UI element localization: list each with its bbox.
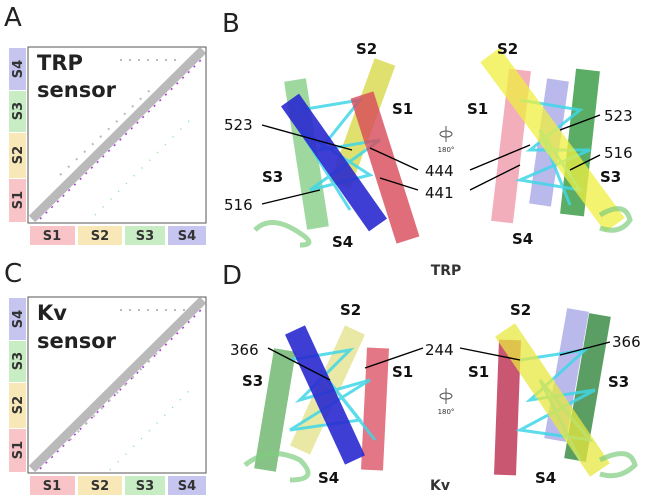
panel-label: A bbox=[4, 3, 22, 33]
y-segment-label: S3 bbox=[11, 102, 26, 120]
residue-label: 244 bbox=[425, 341, 454, 359]
y-segment-label: S2 bbox=[11, 146, 26, 164]
helix-label: S3 bbox=[262, 168, 283, 186]
x-segment-label: S4 bbox=[178, 229, 196, 244]
map-title: sensor bbox=[37, 329, 117, 353]
rotation-label: 180° bbox=[438, 408, 455, 416]
helix-label: S3 bbox=[608, 373, 629, 391]
x-segment-label: S3 bbox=[136, 479, 154, 494]
map-title: sensor bbox=[37, 78, 117, 102]
residue-label: 444 bbox=[425, 162, 454, 180]
structure-left bbox=[255, 62, 408, 245]
y-segment-label: S1 bbox=[11, 191, 26, 209]
helix-label: S2 bbox=[356, 40, 377, 58]
x-segment-label: S2 bbox=[91, 479, 109, 494]
y-segment-label: S4 bbox=[11, 310, 26, 328]
y-segment-label: S4 bbox=[11, 60, 26, 78]
helix-label: S2 bbox=[497, 40, 518, 58]
helix-label: S1 bbox=[467, 100, 488, 118]
map-title: TRP bbox=[37, 51, 83, 75]
helix-label: S4 bbox=[318, 469, 339, 487]
helix-label: S1 bbox=[392, 363, 413, 381]
residue-label: 366 bbox=[612, 333, 641, 351]
rotation-label: 180° bbox=[438, 146, 455, 154]
map-title: Kv bbox=[37, 301, 67, 325]
helix-label: S3 bbox=[242, 372, 263, 390]
residue-label: 516 bbox=[604, 144, 633, 162]
x-segment-label: S4 bbox=[178, 479, 196, 494]
residue-label: 366 bbox=[230, 341, 259, 359]
x-segment-label: S2 bbox=[91, 229, 109, 244]
helix-label: S2 bbox=[510, 301, 531, 319]
structure-right bbox=[490, 55, 630, 230]
residue-label: 516 bbox=[224, 196, 253, 214]
panel-label: C bbox=[4, 259, 22, 289]
helix-label: S4 bbox=[512, 230, 533, 248]
helix-label: S3 bbox=[600, 168, 621, 186]
x-segment-label: S1 bbox=[43, 479, 61, 494]
x-segment-label: S1 bbox=[43, 229, 61, 244]
x-segment-label: S3 bbox=[136, 229, 154, 244]
structure-left bbox=[245, 330, 378, 480]
caption: Kv bbox=[430, 478, 450, 494]
helix-label: S1 bbox=[392, 100, 413, 118]
figure: A TRP sensor S4 S3 S2 S1 S1 S2 S3 S4 C K… bbox=[0, 0, 650, 498]
helix-label: S4 bbox=[332, 233, 353, 251]
caption: TRP bbox=[431, 263, 462, 279]
y-segment-label: S1 bbox=[11, 441, 26, 459]
helix-label: S2 bbox=[340, 301, 361, 319]
residue-label: 523 bbox=[604, 107, 633, 125]
helix-label: S1 bbox=[468, 363, 489, 381]
helix-label: S4 bbox=[535, 469, 556, 487]
y-segment-label: S2 bbox=[11, 396, 26, 414]
residue-label: 523 bbox=[224, 116, 253, 134]
residue-label: 441 bbox=[425, 184, 454, 202]
panel-label: D bbox=[222, 261, 242, 291]
panel-label: B bbox=[222, 9, 240, 39]
y-segment-label: S3 bbox=[11, 352, 26, 370]
